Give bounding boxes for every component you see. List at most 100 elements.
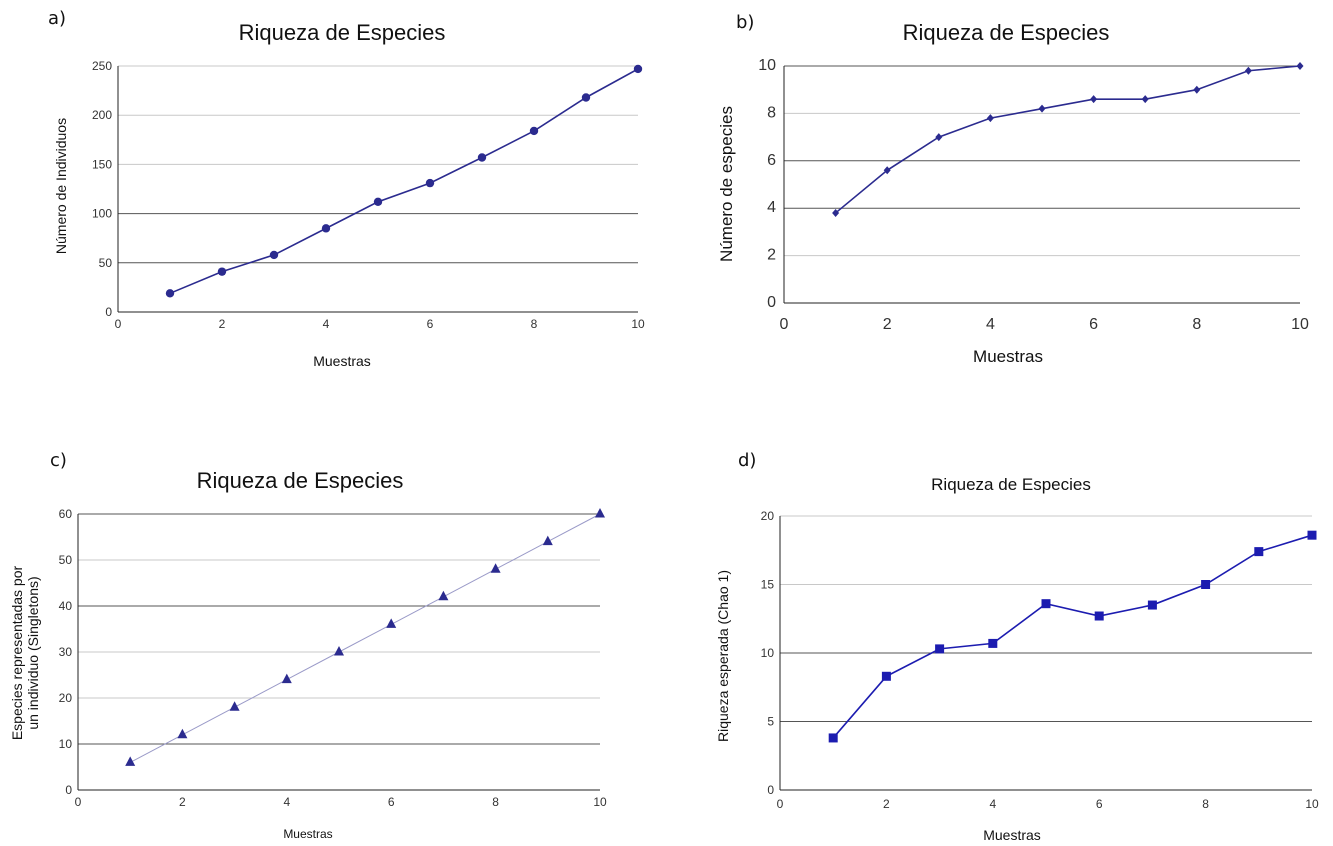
data-point	[881, 671, 891, 681]
data-point	[477, 153, 487, 162]
chart-b-grid	[783, 65, 1300, 304]
data-point	[542, 535, 553, 546]
data-point	[828, 733, 838, 743]
data-point	[1307, 530, 1317, 540]
chart-b-ylabel: Número de especies	[717, 106, 736, 262]
data-point	[633, 64, 643, 74]
chart-c-grid	[77, 513, 600, 791]
y-tick-label: 0	[767, 783, 774, 797]
x-tick-label: 8	[1202, 797, 1209, 811]
data-point	[1296, 62, 1304, 70]
chart-d-ticks: 0 2 4 6 8 10 0 5 10 15 20	[761, 509, 1319, 811]
y-tick-label: 4	[767, 199, 776, 216]
data-point	[1201, 580, 1211, 589]
x-tick-label: 10	[1291, 316, 1309, 333]
data-point	[832, 208, 840, 217]
x-tick-label: 2	[219, 317, 226, 331]
chart-c-svg: c) Riqueza de Especies 0 2 4 6 8 10 0 10 20 30 40 5…	[9, 450, 607, 841]
y-tick-label: 50	[59, 553, 73, 567]
data-point	[529, 126, 539, 136]
y-tick-label: 40	[59, 599, 73, 613]
x-tick-label: 0	[780, 316, 789, 333]
data-point	[217, 267, 227, 276]
chart-d-ylabel: Riqueza esperada (Chao 1)	[715, 570, 731, 742]
chart-panel-c: c) Riqueza de Especies 0 2 4 6 8 10 0 10 20 30 40 5…	[0, 430, 666, 846]
chart-a-title: Riqueza de Especies	[239, 20, 446, 45]
data-point	[438, 590, 449, 601]
x-tick-label: 4	[323, 317, 330, 331]
y-tick-label: 10	[59, 737, 73, 751]
series-line	[129, 513, 601, 763]
x-tick-label: 8	[531, 317, 538, 331]
chart-c-ylabel-line2: un individuo (Singletons)	[25, 576, 41, 729]
y-tick-label: 150	[92, 157, 112, 171]
y-tick-label: 0	[65, 783, 72, 797]
data-point	[1141, 95, 1149, 104]
data-point	[229, 701, 240, 711]
data-point	[386, 618, 397, 628]
x-tick-label: 10	[593, 795, 607, 809]
x-tick-label: 6	[1089, 316, 1098, 333]
data-point	[1193, 85, 1201, 94]
data-point	[125, 756, 136, 766]
data-point	[177, 728, 188, 739]
y-tick-label: 30	[59, 645, 73, 659]
data-point	[334, 646, 344, 656]
chart-a-series	[165, 64, 643, 298]
y-tick-label: 6	[767, 152, 776, 169]
data-point	[1038, 104, 1046, 113]
chart-panel-a: a) Riqueza de Especies 0 2 4 6 8 10 0 50 100 150 2…	[0, 0, 666, 400]
chart-panel-d: d) Riqueza de Especies 0 2 4 6 8 10 0 5 10 15 20 M…	[666, 430, 1333, 846]
panel-letter-d: d)	[738, 450, 756, 471]
chart-d-series	[828, 530, 1317, 743]
y-tick-label: 5	[767, 715, 774, 729]
y-tick-label: 10	[761, 646, 775, 660]
x-tick-label: 0	[115, 317, 122, 331]
data-point	[490, 563, 501, 573]
data-point	[165, 289, 175, 298]
y-tick-label: 250	[92, 59, 112, 73]
x-tick-label: 10	[631, 317, 645, 331]
chart-d-xlabel: Muestras	[983, 827, 1041, 843]
x-tick-label: 8	[1192, 316, 1201, 333]
data-point	[269, 250, 279, 260]
panel-letter-b: b)	[736, 12, 754, 33]
x-tick-label: 4	[283, 795, 290, 809]
x-tick-label: 0	[777, 797, 784, 811]
data-point	[1041, 599, 1051, 609]
y-tick-label: 15	[761, 578, 775, 592]
series-line	[832, 534, 1313, 739]
chart-c-ticks: 0 2 4 6 8 10 0 10 20 30 40 50 60	[59, 507, 607, 809]
data-point	[1094, 611, 1104, 621]
data-point	[1244, 66, 1252, 75]
y-tick-label: 10	[758, 57, 776, 74]
x-tick-label: 10	[1305, 797, 1319, 811]
chart-panel-b: b) Riqueza de Especies 0 2 4 6 8 10 0 2 4 6 8 10 Mu…	[666, 0, 1333, 400]
x-tick-label: 6	[1096, 797, 1103, 811]
x-tick-label: 6	[388, 795, 395, 809]
data-point	[986, 114, 994, 123]
x-tick-label: 8	[492, 795, 499, 809]
x-tick-label: 2	[883, 797, 890, 811]
chart-c-title: Riqueza de Especies	[197, 468, 404, 493]
y-tick-label: 8	[767, 104, 776, 121]
data-point	[595, 508, 605, 518]
panel-letter-a: a)	[48, 8, 66, 29]
x-tick-label: 2	[883, 316, 892, 333]
y-tick-label: 200	[92, 108, 112, 122]
y-tick-label: 2	[767, 247, 776, 264]
x-tick-label: 4	[986, 316, 995, 333]
data-point	[1147, 600, 1157, 610]
chart-a-xlabel: Muestras	[313, 353, 371, 369]
y-tick-label: 50	[99, 256, 113, 270]
data-point	[321, 224, 331, 233]
data-point	[988, 638, 998, 648]
data-point	[935, 644, 945, 654]
x-tick-label: 4	[989, 797, 996, 811]
chart-b-title: Riqueza de Especies	[903, 20, 1110, 45]
x-tick-label: 6	[427, 317, 434, 331]
chart-a-ylabel: Número de Individuos	[53, 118, 69, 254]
chart-c-xlabel: Muestras	[283, 827, 332, 841]
y-tick-label: 20	[59, 691, 73, 705]
